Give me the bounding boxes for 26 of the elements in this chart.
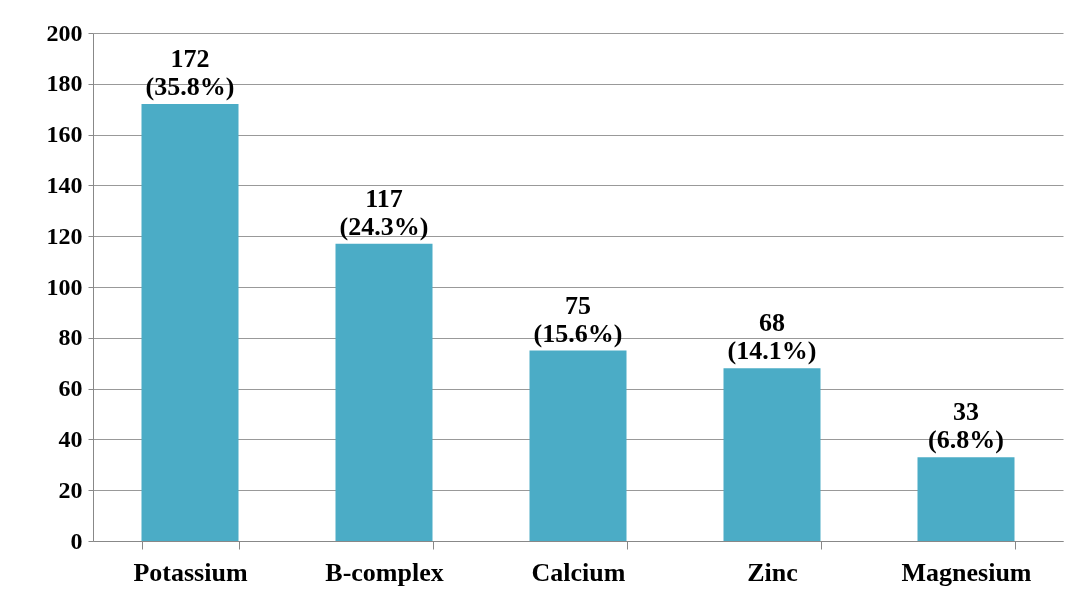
x-tick-label: Potassium <box>133 557 248 587</box>
x-tick-label: Calcium <box>531 557 626 587</box>
data-label: 68 (14.1%) <box>727 308 817 366</box>
data-label: 75 (15.6%) <box>533 290 623 348</box>
bar <box>141 104 239 541</box>
y-tick-label: 80 <box>58 324 83 351</box>
bar <box>529 350 627 541</box>
data-label: 117 (24.3%) <box>339 183 429 241</box>
x-tick-label: Magnesium <box>901 557 1032 587</box>
y-tick-label: 160 <box>46 121 83 148</box>
data-label: 33 (6.8%) <box>928 397 1004 455</box>
y-tick-label: 200 <box>46 19 83 46</box>
bar <box>917 457 1015 541</box>
y-tick-label: 20 <box>58 476 83 503</box>
y-tick-label: 140 <box>46 171 83 198</box>
y-tick-label: 100 <box>46 273 83 300</box>
bar <box>723 368 821 541</box>
y-tick-label: 60 <box>58 375 83 402</box>
x-tick-label: B-complex <box>325 557 444 587</box>
y-tick-label: 0 <box>70 527 83 554</box>
y-tick-label: 180 <box>46 70 83 97</box>
y-tick-label: 40 <box>58 425 83 452</box>
x-tick-label: Zinc <box>747 557 798 587</box>
bar <box>335 243 433 541</box>
data-label: 172 (35.8%) <box>145 44 235 102</box>
y-tick-label: 120 <box>46 222 83 249</box>
